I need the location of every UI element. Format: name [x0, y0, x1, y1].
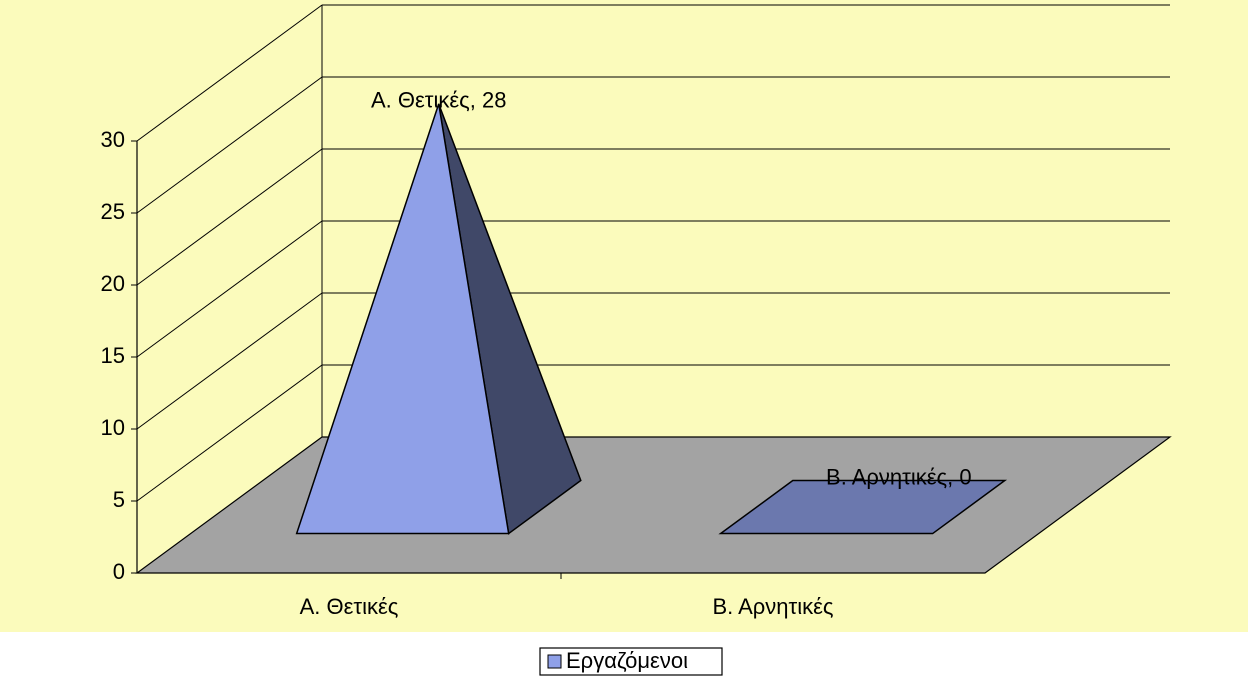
grid-line — [136, 148, 323, 286]
y-tick-label: 25 — [101, 199, 125, 224]
pyramid-base — [718, 479, 1008, 535]
grid-line — [136, 4, 323, 142]
y-tick-label: 0 — [113, 559, 125, 584]
legend-label: Εργαζόμενοι — [566, 648, 688, 673]
legend-swatch — [547, 654, 562, 669]
grid-line — [136, 364, 323, 502]
y-tick-label: 15 — [101, 343, 125, 368]
y-tick-label: 5 — [113, 487, 125, 512]
data-label: Β. Αρνητικές, 0 — [826, 464, 972, 489]
y-tick-label: 20 — [101, 271, 125, 296]
x-tick-label: Α. Θετικές — [300, 594, 399, 619]
data-label: Α. Θετικές, 28 — [371, 88, 507, 113]
grid-line — [136, 220, 323, 358]
y-tick-label: 30 — [101, 127, 125, 152]
x-tick-label: Β. Αρνητικές — [712, 594, 833, 619]
grid-line — [136, 76, 323, 214]
pyramid — [295, 103, 582, 535]
grid-line — [136, 292, 323, 430]
pyramid — [718, 479, 1008, 535]
legend-box — [539, 647, 723, 676]
y-tick-label: 10 — [101, 415, 125, 440]
legend: Εργαζόμενοι — [539, 647, 723, 676]
pyramid-front — [295, 103, 510, 535]
